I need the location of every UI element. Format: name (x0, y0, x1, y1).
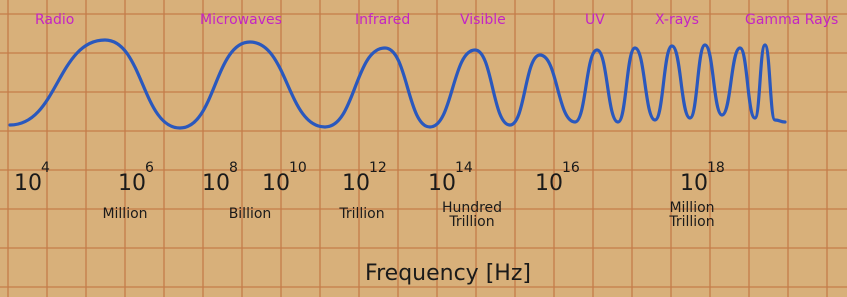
power-exponent: 14 (455, 160, 473, 176)
power-base: 10 (680, 171, 708, 196)
power-exponent: 8 (229, 160, 238, 176)
magnitude-word: Trillion (668, 214, 714, 230)
band-label: UV (585, 12, 605, 28)
power-base: 10 (428, 171, 456, 196)
magnitude-word: Trillion (338, 206, 384, 222)
power-exponent: 16 (562, 160, 580, 176)
spectrum-diagram: Frequency [Hz] Radio Microwaves Infrared Vi… (0, 0, 847, 297)
band-label: Microwaves (200, 12, 282, 28)
power-exponent: 6 (145, 160, 154, 176)
power-exponent: 12 (369, 160, 387, 176)
band-label: Gamma Rays (745, 12, 838, 28)
power-base: 10 (202, 171, 230, 196)
magnitude-word: Million (102, 206, 147, 222)
power-base: 10 (262, 171, 290, 196)
band-label: X-rays (655, 12, 699, 28)
band-label: Visible (460, 12, 506, 28)
axis-label: Frequency [Hz] (365, 261, 531, 286)
power-exponent: 4 (41, 160, 50, 176)
power-exponent: 18 (707, 160, 725, 176)
power-base: 10 (118, 171, 146, 196)
band-label: Infrared (355, 12, 410, 28)
magnitude-word: Trillion (448, 214, 494, 230)
power-exponent: 10 (289, 160, 307, 176)
magnitude-word: Billion (229, 206, 272, 222)
power-base: 10 (342, 171, 370, 196)
power-base: 10 (14, 171, 42, 196)
power-base: 10 (535, 171, 563, 196)
band-label: Radio (35, 12, 74, 28)
paper (0, 0, 847, 297)
